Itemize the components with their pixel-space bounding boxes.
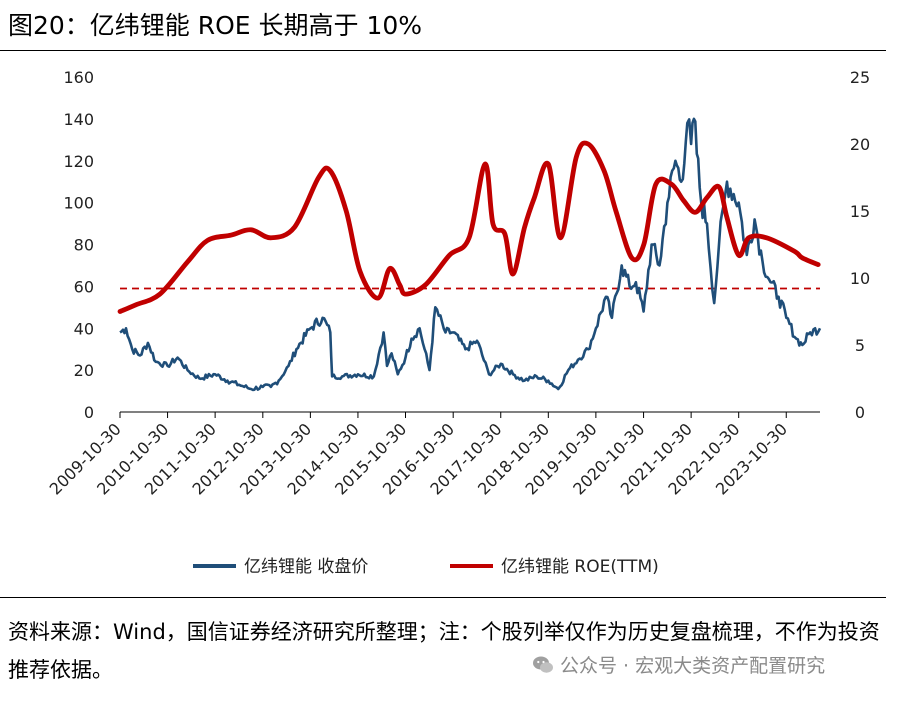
- y-right-tick-label: 25: [850, 68, 870, 87]
- watermark: 公众号 · 宏观大类资产配置研究: [532, 651, 825, 678]
- legend-label-roe: 亿纬锂能 ROE(TTM): [501, 557, 659, 577]
- source-note: 资料来源：Wind，国信证券经济研究所整理；注：个股列举仅作为历史复盘梳理，不作…: [8, 620, 880, 682]
- watermark-text: 公众号 · 宏观大类资产配置研究: [560, 655, 826, 677]
- y-right-tick-label: 15: [850, 202, 870, 221]
- roe-series-line: [117, 140, 821, 314]
- y-left-tick-label: 160: [63, 68, 94, 87]
- series-layer: [117, 117, 822, 392]
- legend-label-price: 亿纬锂能 收盘价: [244, 557, 368, 577]
- y-left-tick-label: 120: [63, 152, 94, 171]
- y-left-tick-label: 20: [74, 361, 94, 380]
- chart-legend: 亿纬锂能 收盘价 亿纬锂能 ROE(TTM): [193, 557, 659, 577]
- source-divider: [0, 597, 886, 598]
- title-divider: [0, 50, 886, 51]
- y-right-tick-label: 10: [850, 269, 870, 288]
- y-right-tick-label: 20: [850, 135, 870, 154]
- y-left-tick-label: 40: [74, 319, 94, 338]
- y-left-tick-label: 140: [63, 110, 94, 129]
- wechat-icon: [533, 656, 553, 673]
- price-roe-chart: 02040608010012014016005101520252009-10-3…: [46, 68, 871, 577]
- y-right-tick-label: 5: [855, 336, 865, 355]
- y-left-tick-label: 60: [74, 277, 94, 296]
- figure-title: 图20：亿纬锂能 ROE 长期高于 10%: [8, 11, 423, 40]
- y-left-tick-label: 0: [84, 403, 94, 422]
- y-right-tick-label: 0: [855, 403, 865, 422]
- y-left-tick-label: 80: [74, 236, 94, 255]
- price-series-line: [119, 117, 822, 392]
- y-left-tick-label: 100: [63, 194, 94, 213]
